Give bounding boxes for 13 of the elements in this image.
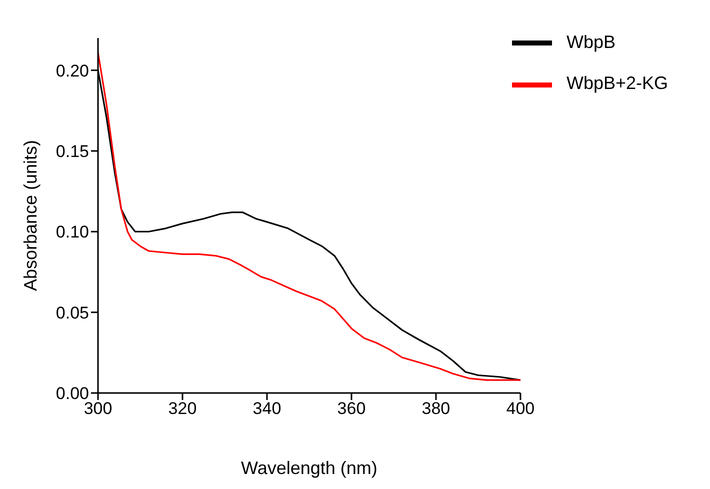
y-axis-title: Absorbance (units) [20, 140, 40, 292]
y-tick-label: 0.20 [56, 61, 89, 80]
x-tick-label: 380 [422, 399, 450, 418]
x-tick-label: 360 [337, 399, 366, 418]
x-axis-title: Wavelength (nm) [241, 458, 378, 478]
x-tick-label: 320 [168, 399, 197, 418]
y-tick-label: 0.10 [56, 222, 89, 242]
x-tick-label: 400 [506, 399, 535, 418]
legend-label: WbpB+2-KG [566, 73, 668, 94]
x-tick-label: 340 [252, 399, 282, 418]
y-tick-label: 0.05 [56, 303, 89, 322]
y-tick-label: 0.15 [56, 142, 89, 161]
legend-label: WbpB [566, 32, 616, 52]
